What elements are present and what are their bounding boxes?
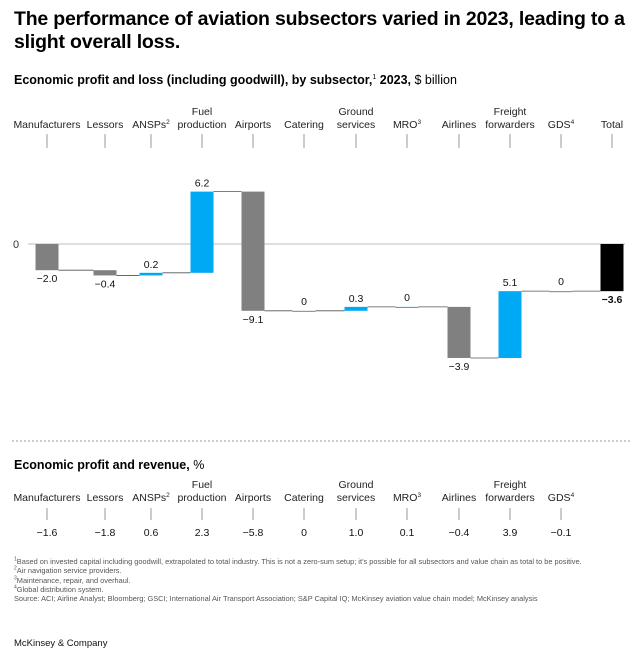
category-label-total: Total [601, 119, 623, 131]
category-label-fuel-production: Fuel [192, 106, 212, 118]
category-label-mro: MRO3 [393, 492, 422, 504]
category-label-ground-services: services [337, 492, 376, 504]
category-label-lessors: Lessors [87, 119, 124, 131]
table-value-catering: 0 [301, 527, 307, 539]
value-label-catering: 0 [301, 296, 307, 308]
bar-manufacturers [35, 244, 59, 271]
category-label-lessors: Lessors [87, 492, 124, 504]
category-label-gds: GDS4 [548, 119, 575, 131]
category-label-airports: Airports [235, 119, 271, 131]
bar-mro [395, 306, 419, 308]
value-label-ansps: 0.2 [144, 259, 159, 271]
footnote-1: 1Based on invested capital including goo… [14, 556, 582, 566]
footnote-source: Source: ACI; Airline Analyst; Bloomberg;… [14, 594, 538, 604]
value-label-gds: 0 [558, 276, 564, 288]
subtitle-footnote-ref: 1 [372, 73, 377, 81]
bar-total [600, 244, 624, 292]
category-label-ground-services: Ground [338, 479, 373, 491]
category-label-freight-forwarders: Freight [494, 106, 527, 118]
waterfall-bars [35, 191, 624, 358]
chart-subtitle: Economic profit and loss (including good… [14, 73, 457, 87]
value-label-manufacturers: −2.0 [37, 273, 58, 285]
category-label-manufacturers: Manufacturers [13, 492, 80, 504]
bar-airlines [447, 306, 471, 358]
bar-ansps [139, 272, 163, 276]
value-label-ground-services: 0.3 [349, 293, 364, 305]
value-label-mro: 0 [404, 292, 410, 304]
chart-title: The performance of aviation subsectors v… [14, 8, 625, 53]
category-label-ground-services: Ground [338, 106, 373, 118]
category-label-airports: Airports [235, 492, 271, 504]
brand-logo-text: McKinsey & Company [14, 638, 108, 649]
footnote-3: 3Maintenance, repair, and overhaul. [14, 575, 131, 585]
bar-airports [241, 191, 265, 311]
bar-value-labels: −2.0 −0.4 0.2 6.2 −9.1 0 0.3 0 −3.9 5.1 0 −3.6 [37, 178, 623, 373]
footnote-2: 2Air navigation service providers. [14, 565, 122, 576]
category-label-catering: Catering [284, 492, 324, 504]
bar-lessors [93, 270, 117, 276]
table-value-mro: 0.1 [399, 527, 415, 539]
category-label-fuel-production: production [177, 492, 226, 504]
table-value-freight-forwarders: 3.9 [502, 527, 518, 539]
category-label-freight-forwarders: forwarders [485, 119, 535, 131]
category-labels: Manufacturers Lessors ANSPs2 Fuelproduction… [13, 106, 623, 131]
section2-bold: Economic profit and revenue, [14, 458, 190, 472]
subtitle-unit: $ billion [411, 73, 457, 87]
category-label-ansps: ANSPs2 [132, 119, 170, 131]
category-label-manufacturers: Manufacturers [13, 119, 80, 131]
category-label-mro: MRO3 [393, 119, 422, 131]
bar-gds [549, 291, 573, 293]
table-value-airlines: −0.4 [448, 527, 470, 539]
section2-title: Economic profit and revenue, % [14, 458, 204, 472]
subtitle-year: 2023, [376, 73, 412, 87]
category-labels-2: Manufacturers Lessors ANSPs2 Fuelproduction… [13, 479, 574, 504]
subtitle-bold: Economic profit and loss (including good… [14, 73, 373, 87]
table-value-airports: −5.8 [242, 527, 264, 539]
bar-catering [292, 310, 316, 312]
table-value-fuel-production: 2.3 [194, 527, 210, 539]
category-label-freight-forwarders: forwarders [485, 492, 535, 504]
value-label-lessors: −0.4 [95, 278, 116, 290]
category-label-airlines: Airlines [442, 119, 476, 131]
value-label-fuel-production: 6.2 [195, 178, 210, 190]
category-label-gds: GDS4 [548, 492, 575, 504]
value-label-total: −3.6 [602, 294, 623, 306]
bar-freight-forwarders [498, 291, 522, 358]
category-label-airlines: Airlines [442, 492, 476, 504]
value-label-airlines: −3.9 [449, 361, 470, 373]
category-label-catering: Catering [284, 119, 324, 131]
category-label-ansps: ANSPs2 [132, 492, 170, 504]
category-label-freight-forwarders: Freight [494, 479, 527, 491]
waterfall-connectors [58, 191, 601, 359]
waterfall-chart: Manufacturers Lessors ANSPs2Fuelproduction… [12, 106, 630, 520]
category-tick-marks [46, 134, 613, 148]
table-value-manufacturers: −1.6 [36, 527, 58, 539]
bar-fuel-production [190, 191, 214, 273]
value-label-airports: −9.1 [243, 314, 264, 326]
table-values-row: −1.6 −1.8 0.6 2.3 −5.8 0 1.0 0.1 −0.4 3.9 −0.1 [0, 527, 643, 543]
table-value-lessors: −1.8 [94, 527, 116, 539]
section2-unit: % [189, 458, 205, 472]
zero-axis-label: 0 [13, 239, 19, 251]
category-label-ground-services: services [337, 119, 376, 131]
footnote-4: 4Global distribution system. [14, 584, 104, 594]
category-tick-marks-2 [46, 508, 562, 520]
value-label-freight-forwarders: 5.1 [503, 277, 518, 289]
bar-ground-services [344, 306, 368, 311]
category-label-fuel-production: Fuel [192, 479, 212, 491]
table-value-gds: −0.1 [550, 527, 572, 539]
table-value-ansps: 0.6 [143, 527, 159, 539]
table-value-ground-services: 1.0 [348, 527, 364, 539]
category-label-fuel-production: production [177, 119, 226, 131]
footnotes: 1Based on invested capital including goo… [14, 557, 624, 603]
